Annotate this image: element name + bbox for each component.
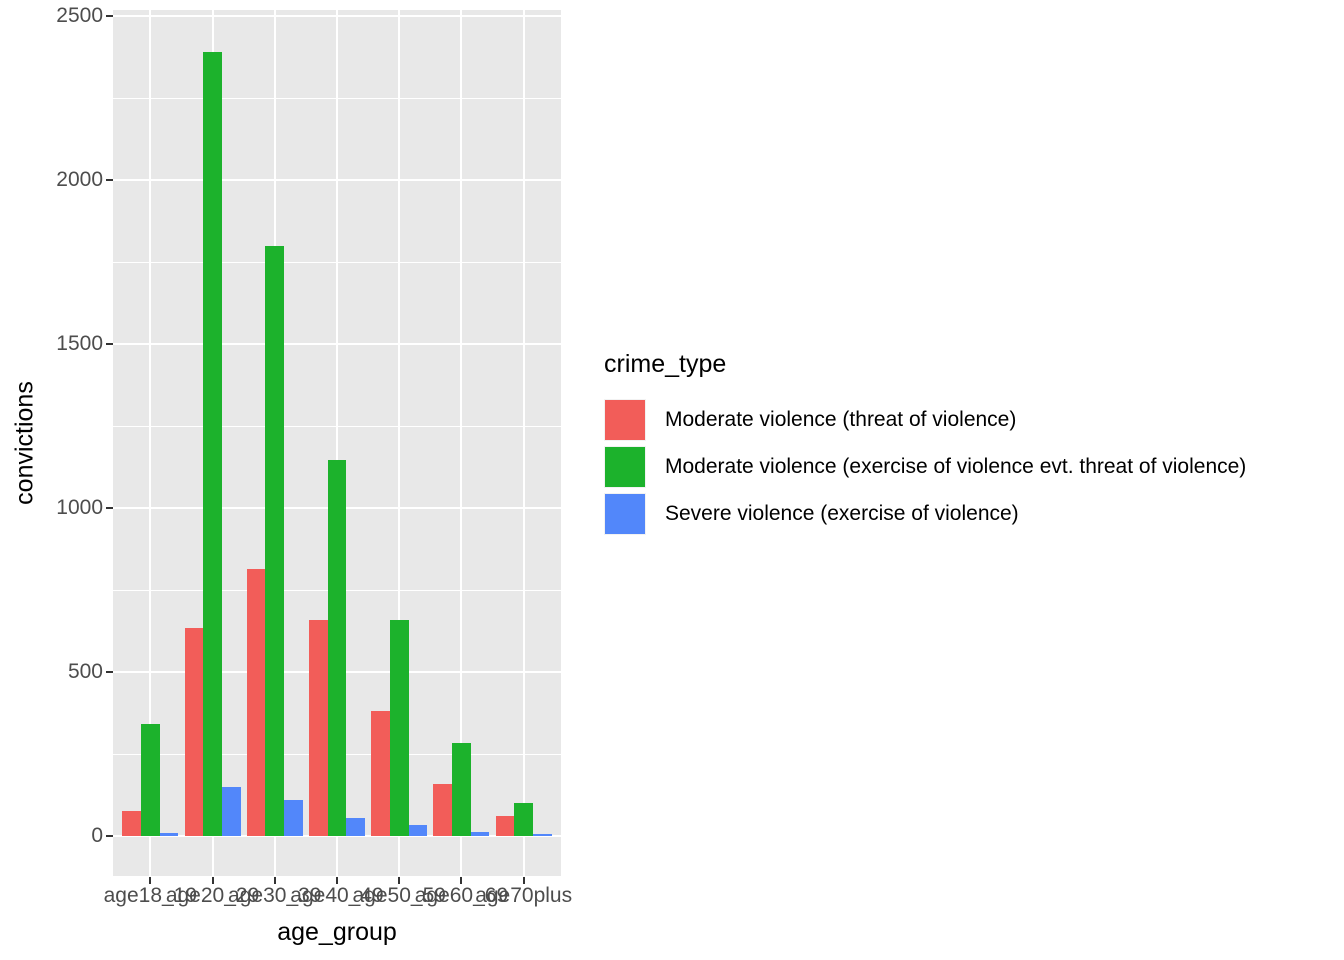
- bar-age70plus-series1: [495, 816, 515, 836]
- bar-age70plus-series2: [514, 803, 533, 836]
- legend-label: Moderate violence (exercise of violence …: [665, 455, 1247, 478]
- gridline-vertical: [398, 10, 401, 876]
- x-tick-mark: [460, 877, 463, 884]
- bar-age70plus-series3: [533, 834, 552, 836]
- x-tick-mark: [398, 877, 401, 884]
- legend-key-color: [605, 447, 645, 487]
- y-tick-label: 0: [91, 824, 103, 847]
- x-tick-label-age70plus: age70plus: [475, 884, 573, 907]
- y-tick-mark: [106, 343, 113, 345]
- x-tick-label-age50_59: age50_59: [352, 884, 446, 907]
- x-tick-mark: [522, 877, 525, 884]
- x-tick-mark: [211, 877, 214, 884]
- x-tick-label-age40_49: age40_49: [290, 884, 384, 907]
- bar-age50_59-series3: [408, 825, 428, 836]
- bar-age30_39-series3: [284, 800, 303, 836]
- plot-panel: [113, 10, 561, 876]
- x-tick-mark: [336, 877, 338, 884]
- y-axis-title: convictions: [10, 381, 39, 505]
- gridline-vertical: [336, 10, 338, 876]
- bar-age50_59-series2: [389, 620, 409, 836]
- x-tick-label-age60_69: age60_69: [414, 884, 509, 907]
- x-axis-title: age_group: [277, 918, 397, 946]
- x-tick-label-age20_29: age20_29: [165, 884, 260, 907]
- y-tick-label: 1500: [56, 332, 103, 355]
- bar-age18_19-series3: [159, 833, 179, 836]
- gridline-vertical: [522, 10, 525, 876]
- gridline-vertical: [460, 10, 463, 876]
- legend-key-swatch: [604, 493, 646, 535]
- bar-age60_69-series2: [452, 743, 471, 836]
- bar-age18_19-series2: [141, 724, 160, 836]
- legend-key-color: [605, 494, 645, 534]
- x-tick-label-age30_39: age30_39: [228, 884, 322, 907]
- bar-age18_19-series1: [122, 811, 141, 836]
- bar-age30_39-series2: [265, 246, 285, 836]
- gridline-vertical: [149, 10, 152, 876]
- x-tick-mark: [273, 877, 276, 884]
- bar-age50_59-series1: [371, 711, 390, 836]
- legend-items: Moderate violence (threat of violence) Mo…: [604, 399, 1246, 535]
- legend-key-swatch: [604, 399, 646, 441]
- legend-item-1: Moderate violence (threat of violence): [604, 399, 1246, 441]
- legend-label: Moderate violence (threat of violence): [665, 408, 1017, 431]
- bar-age20_29-series3: [221, 787, 241, 836]
- bar-age30_39-series1: [246, 569, 266, 836]
- bar-age20_29-series1: [184, 628, 204, 836]
- y-tick-label: 1000: [56, 496, 103, 519]
- x-tick-mark: [149, 877, 152, 884]
- legend-key-swatch: [604, 446, 646, 488]
- bar-age60_69-series3: [470, 832, 490, 836]
- bar-age20_29-series2: [203, 52, 222, 836]
- x-tick-label-age18_19: age18_19: [103, 884, 198, 907]
- bar-age60_69-series1: [433, 784, 453, 836]
- y-tick-label: 2500: [56, 4, 103, 27]
- legend: crime_type Moderate violence (threat of …: [604, 350, 1246, 540]
- legend-key-color: [605, 400, 645, 440]
- legend-item-2: Moderate violence (exercise of violence …: [604, 446, 1246, 488]
- y-tick-label: 2000: [56, 168, 103, 191]
- y-tick-mark: [106, 507, 113, 509]
- legend-label: Severe violence (exercise of violence): [665, 502, 1019, 525]
- legend-item-3: Severe violence (exercise of violence): [604, 493, 1246, 535]
- bar-age40_49-series1: [309, 620, 328, 836]
- bar-age40_49-series2: [327, 460, 347, 836]
- y-tick-mark: [106, 671, 113, 673]
- y-tick-mark: [106, 179, 113, 181]
- y-tick-mark: [106, 835, 113, 837]
- y-tick-mark: [106, 15, 113, 17]
- bar-age40_49-series3: [346, 818, 365, 836]
- y-tick-label: 500: [67, 660, 103, 683]
- legend-title: crime_type: [604, 350, 727, 378]
